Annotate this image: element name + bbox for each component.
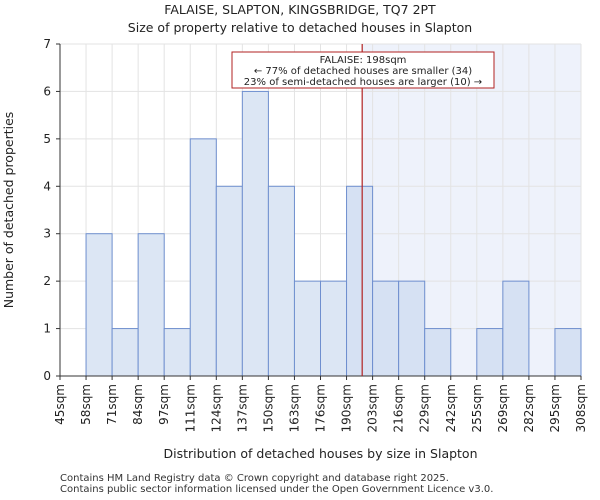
x-tick-label: 216sqm [392, 384, 406, 432]
x-tick-label: 269sqm [496, 384, 510, 432]
y-tick-label: 6 [43, 84, 51, 98]
x-tick-label: 84sqm [131, 384, 145, 425]
footer-licence: Contains public sector information licen… [60, 484, 494, 495]
histogram-bar [267, 185, 295, 377]
x-tick-label: 163sqm [287, 384, 301, 432]
histogram-bar [189, 138, 217, 377]
x-tick-label: 150sqm [261, 384, 275, 432]
histogram-bar [163, 328, 191, 377]
x-tick-label: 308sqm [574, 384, 588, 432]
chart-subtitle: Size of property relative to detached ho… [127, 20, 473, 35]
histogram-bar [476, 328, 504, 377]
x-tick-label: 71sqm [105, 384, 119, 425]
histogram-bar [137, 233, 165, 377]
x-tick-label: 137sqm [235, 384, 249, 432]
x-axis-title: Distribution of detached houses by size … [163, 446, 477, 461]
x-tick-label: 203sqm [366, 384, 380, 432]
chart-title: FALAISE, SLAPTON, KINGSBRIDGE, TQ7 2PT [164, 2, 436, 17]
histogram-bar [111, 328, 139, 377]
annotation-line-2: ← 77% of detached houses are smaller (34… [254, 66, 472, 77]
y-axis-title: Number of detached properties [1, 112, 16, 309]
y-tick-label: 0 [43, 369, 51, 383]
histogram-bar [502, 280, 530, 377]
x-tick-label: 190sqm [340, 384, 354, 432]
histogram-bar [293, 280, 322, 377]
histogram-bar [424, 328, 452, 377]
x-tick-label: 242sqm [444, 384, 458, 432]
histogram-bar [215, 185, 243, 377]
histogram-bar [398, 280, 426, 377]
annotation-line-1: FALAISE: 198sqm [320, 55, 407, 66]
x-tick-label: 45sqm [53, 384, 67, 425]
histogram-bar [85, 233, 113, 377]
x-tick-label: 295sqm [548, 384, 562, 432]
x-tick-label: 111sqm [183, 384, 197, 432]
y-tick-label: 5 [43, 132, 51, 146]
histogram-bar [241, 90, 269, 377]
y-tick-label: 1 [43, 322, 51, 336]
annotation-line-3: 23% of semi-detached houses are larger (… [244, 77, 482, 88]
annotation-box [231, 51, 495, 89]
histogram-bar [372, 280, 400, 377]
x-tick-label: 229sqm [418, 384, 432, 432]
y-tick-label: 3 [43, 227, 51, 241]
histogram-bar [320, 280, 348, 377]
x-tick-label: 58sqm [79, 384, 93, 425]
histogram-bar [346, 185, 374, 377]
footer-copyright: Contains HM Land Registry data © Crown c… [60, 473, 449, 484]
x-tick-label: 282sqm [522, 384, 536, 432]
x-tick-label: 255sqm [470, 384, 484, 432]
x-tick-label: 124sqm [209, 384, 223, 432]
y-tick-label: 7 [43, 37, 51, 51]
histogram-bar [554, 328, 582, 377]
x-tick-label: 97sqm [157, 384, 171, 425]
y-tick-label: 4 [43, 179, 51, 193]
x-tick-label: 176sqm [314, 384, 328, 432]
y-tick-label: 2 [43, 274, 51, 288]
